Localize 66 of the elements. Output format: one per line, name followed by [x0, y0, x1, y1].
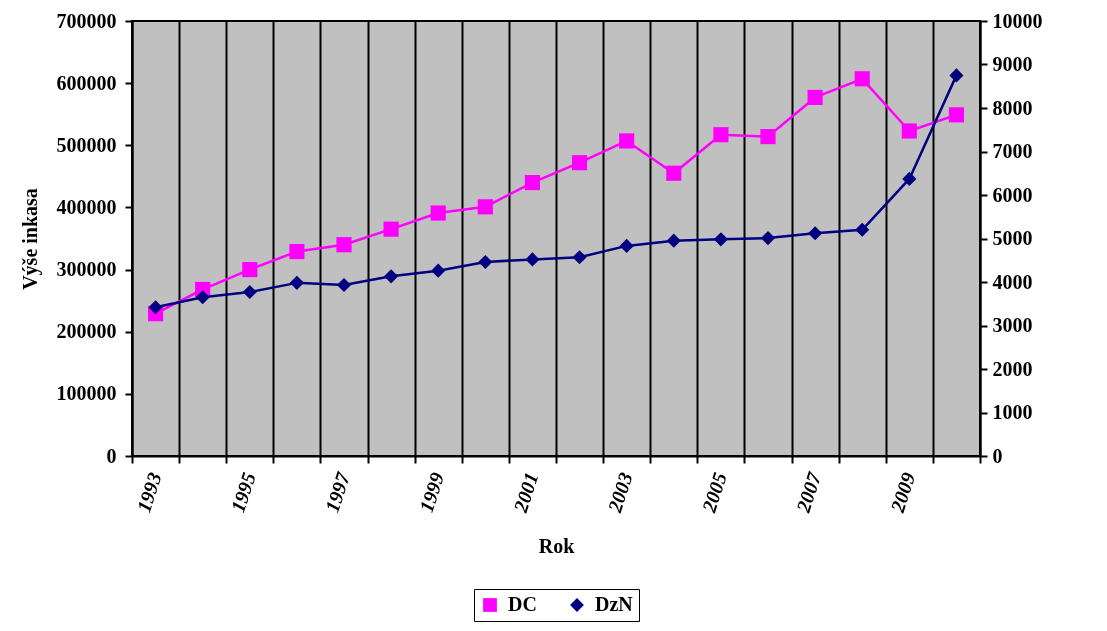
y-tick-label: 300000 [56, 258, 117, 281]
y-tick-label: 700000 [56, 9, 117, 32]
point [477, 199, 493, 215]
x-tick-label: 2009 [885, 469, 920, 516]
y2-tick-label: 4000 [992, 270, 1033, 293]
y2-tick-label: 2000 [992, 357, 1033, 380]
point [525, 252, 540, 267]
point [619, 238, 634, 253]
y2-tick-label: 1000 [992, 401, 1033, 423]
x-tick-label: 2001 [508, 469, 543, 516]
point [807, 89, 823, 106]
point [666, 233, 681, 248]
point [571, 155, 588, 171]
point [336, 237, 352, 253]
point [289, 243, 305, 260]
x-tick-label: 1993 [132, 469, 166, 515]
legend-label: DzN [595, 593, 634, 615]
point [383, 221, 399, 237]
y2-tick-label: 9000 [992, 53, 1033, 75]
point [760, 230, 776, 246]
legend-label: DC [508, 593, 537, 615]
point [572, 250, 587, 265]
y-tick-label: 600000 [56, 71, 117, 94]
y2-tick-label: 6000 [992, 183, 1033, 206]
y2-tick-label: 8000 [992, 96, 1033, 119]
y-tick-label: 0 [106, 444, 117, 467]
x-tick-label: 1995 [226, 469, 260, 515]
y-tick-label: 200000 [56, 320, 117, 343]
y2-tick-label: 7000 [992, 140, 1033, 162]
point [195, 290, 210, 305]
y-tick-label: 400000 [56, 195, 117, 218]
x-tick-label: 2007 [791, 468, 826, 516]
x-axis-title: Rok [538, 534, 576, 557]
point [666, 165, 682, 181]
point [336, 277, 352, 293]
x-tick-label: 1997 [320, 468, 355, 515]
x-tick-label: 2003 [603, 469, 637, 516]
point [242, 284, 257, 300]
point [948, 107, 965, 123]
y2-tick-label: 10000 [992, 9, 1043, 32]
point [713, 232, 728, 247]
y2-tick-label: 0 [992, 444, 1003, 467]
x-tick-label: 1999 [414, 469, 449, 515]
point [384, 269, 399, 284]
x-tick-label: 2005 [697, 469, 731, 516]
point [148, 300, 163, 315]
point [478, 254, 493, 270]
point [902, 171, 917, 186]
point [949, 68, 964, 83]
point [619, 133, 635, 149]
point [242, 261, 258, 278]
y-tick-label: 100000 [56, 382, 117, 405]
point [431, 263, 446, 278]
y-tick-label: 500000 [56, 133, 117, 156]
y-axis-title: Výše inkasa [18, 188, 42, 290]
point [713, 127, 729, 143]
point [289, 275, 304, 290]
point [854, 71, 870, 87]
point [855, 222, 870, 237]
point [901, 123, 917, 139]
point [524, 174, 541, 191]
y2-tick-label: 5000 [992, 227, 1033, 249]
point [430, 205, 446, 221]
point [760, 129, 776, 145]
point [808, 226, 823, 241]
y2-tick-label: 3000 [992, 314, 1033, 336]
